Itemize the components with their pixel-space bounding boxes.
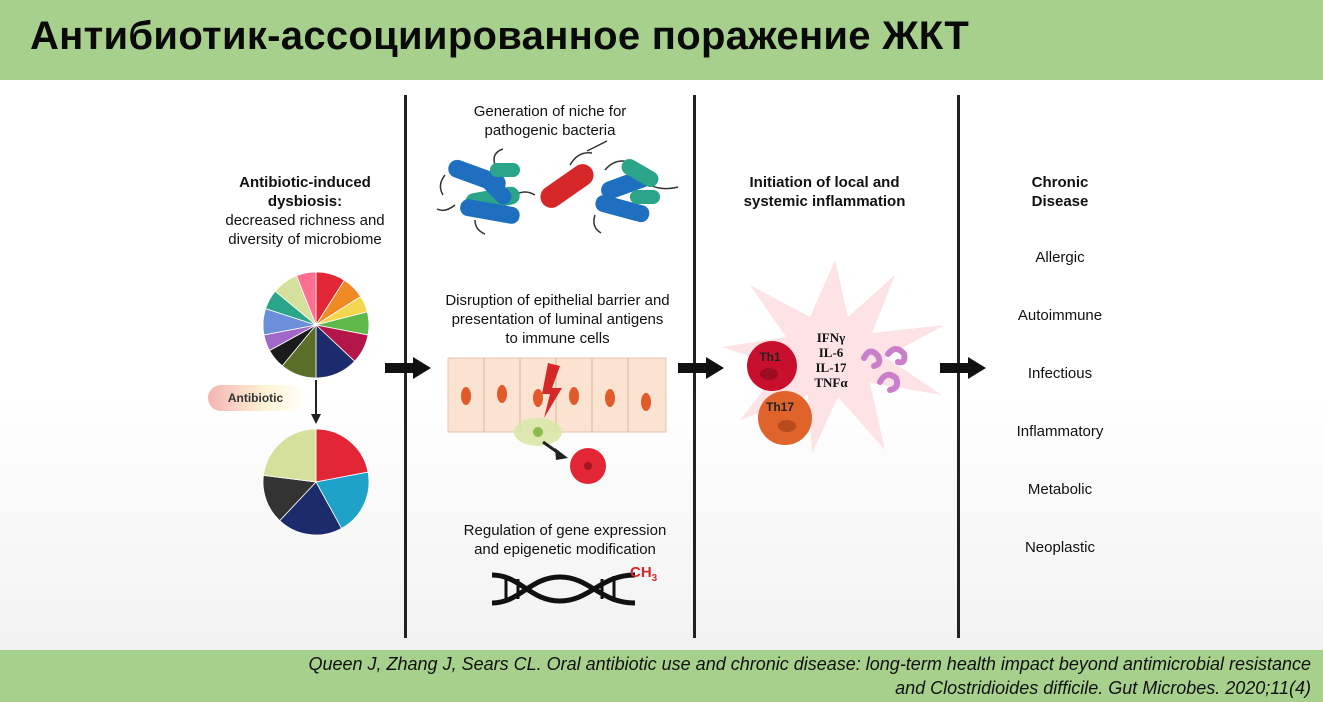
pie-slice xyxy=(279,481,343,536)
inflammation-heading: Initiation of local and systemic inflamm… xyxy=(743,174,906,210)
flow-arrow-icon xyxy=(940,357,986,379)
methyl-group-label: CH3 xyxy=(630,564,658,584)
pie-slice xyxy=(295,271,317,326)
th1-label: Th1 xyxy=(759,350,781,364)
disease-allergic: Allergic xyxy=(1035,249,1085,266)
bacteria-illustration xyxy=(436,140,679,235)
slide-title: Антибиотик-ассоциированное поражение ЖКТ xyxy=(30,14,970,58)
disease-inflammatory: Inflammatory xyxy=(1016,423,1104,440)
t-cells xyxy=(747,341,812,445)
pie-slice xyxy=(262,474,317,522)
pie-chart-reduced xyxy=(262,428,370,536)
pie-chart-diverse xyxy=(262,271,370,379)
cytokine-particles-icon xyxy=(861,346,908,393)
pie-slice xyxy=(262,428,317,483)
flow-arrow-icon xyxy=(678,357,724,379)
epithelium-illustration xyxy=(447,357,667,484)
citation: Queen J, Zhang J, Sears CL. Oral antibio… xyxy=(308,652,1311,700)
disease-metabolic: Metabolic xyxy=(1027,481,1093,498)
pie-slice xyxy=(315,471,370,529)
footer-bar xyxy=(0,650,1323,702)
cytokine-ifn: IFNγ xyxy=(816,330,846,345)
gene-label: Regulation of gene expression and epigen… xyxy=(463,522,667,558)
citation-line-1: Queen J, Zhang J, Sears CL. Oral antibio… xyxy=(308,654,1311,674)
disease-autoimmune: Autoimmune xyxy=(1017,307,1103,324)
cytokine-il6: IL-6 xyxy=(818,345,844,360)
header-bar xyxy=(0,0,1323,80)
citation-line-2: and Clostridioides difficile. Gut Microb… xyxy=(895,678,1311,698)
chronic-disease-heading: Chronic Disease xyxy=(1031,174,1089,210)
niche-label: Generation of niche for pathogenic bacte… xyxy=(473,103,627,139)
down-arrow-icon xyxy=(311,380,321,424)
antibiotic-capsule xyxy=(208,385,308,411)
dysbiosis-subheading: decreased richness and diversity of micr… xyxy=(225,212,385,248)
cytokine-list: IFNγ IL-6 IL-17 TNFα xyxy=(806,330,856,390)
cytokine-il17: IL-17 xyxy=(815,360,847,375)
barrier-label: Disruption of epithelial barrier and pre… xyxy=(445,292,670,347)
cytokine-tnf: TNFα xyxy=(814,375,848,390)
flow-arrow-icon xyxy=(385,357,431,379)
dysbiosis-heading: Antibiotic-induced dysbiosis: xyxy=(239,174,371,210)
pie-slice xyxy=(315,428,369,483)
disease-neoplastic: Neoplastic xyxy=(1024,539,1096,556)
dna-icon xyxy=(491,572,636,606)
th17-label: Th17 xyxy=(765,400,794,414)
antibiotic-label: Antibiotic xyxy=(227,391,284,405)
disease-infectious: Infectious xyxy=(1027,365,1093,382)
